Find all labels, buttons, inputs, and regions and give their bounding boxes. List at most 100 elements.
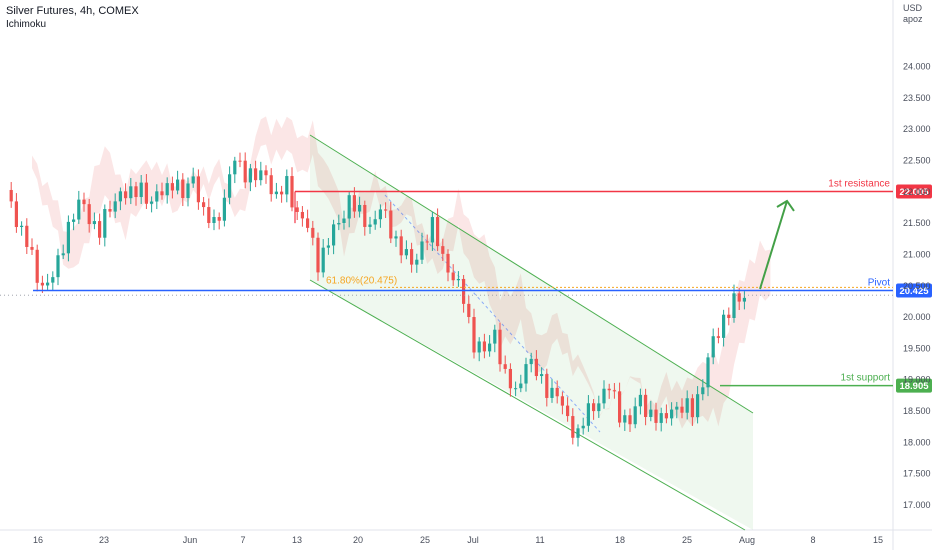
candle-body	[378, 209, 382, 220]
candle-body	[20, 225, 24, 228]
candle-body	[9, 189, 13, 202]
candle-body	[446, 253, 450, 273]
y-tick-label: 17.000	[903, 500, 931, 510]
candle-body	[607, 388, 611, 391]
candle-body	[254, 168, 258, 181]
candle-body	[352, 195, 356, 212]
candle-body	[358, 204, 362, 212]
candle-body	[394, 236, 398, 239]
y-tick-label: 18.500	[903, 406, 931, 416]
candle-body	[581, 425, 585, 429]
support-tag	[896, 378, 932, 393]
candle-body	[404, 249, 408, 256]
candle-body	[529, 358, 533, 365]
candle-body	[420, 241, 424, 260]
y-tick-label: 22.500	[903, 156, 931, 166]
candle-body	[14, 201, 18, 228]
candle-body	[186, 183, 190, 199]
y-tick-label: 19.000	[903, 375, 931, 385]
y-tick-label: 21.500	[903, 218, 931, 228]
candle-body	[488, 343, 492, 352]
candle-body	[212, 217, 216, 223]
candle-body	[436, 217, 440, 247]
candle-body	[300, 211, 304, 219]
candle-body	[207, 207, 211, 223]
pivot-tag	[896, 283, 932, 298]
candle-body	[98, 221, 102, 238]
y-tick-label: 21.000	[903, 249, 931, 259]
candle-body	[722, 314, 726, 338]
candle-body	[737, 293, 741, 302]
candle-body	[103, 209, 107, 238]
candle-body	[222, 197, 226, 221]
candle-body	[373, 219, 377, 225]
y-tick-label: 23.000	[903, 124, 931, 134]
candle-body	[576, 428, 580, 438]
candle-body	[415, 259, 419, 265]
candle-body	[124, 191, 128, 199]
candle-body	[545, 374, 549, 398]
candle-body	[285, 176, 289, 195]
y-tick-label: 20.000	[903, 312, 931, 322]
candle-body	[363, 204, 367, 227]
candle-body	[696, 394, 700, 418]
candle-body	[150, 201, 154, 204]
y-tick-label: 18.000	[903, 437, 931, 447]
candle-body	[706, 357, 710, 388]
candle-body	[654, 409, 658, 423]
candle-body	[108, 209, 112, 212]
x-tick-label: 20	[353, 535, 363, 545]
candle-body	[384, 209, 388, 211]
candle-body	[550, 387, 554, 398]
candle-body	[716, 336, 720, 338]
candle-body	[425, 241, 429, 243]
y-tick-label: 19.500	[903, 343, 931, 353]
support-label: 1st support	[841, 373, 891, 384]
x-tick-label: 18	[615, 535, 625, 545]
candle-body	[472, 317, 476, 353]
candle-body	[238, 160, 242, 162]
candle-body	[144, 182, 148, 204]
candle-body	[670, 409, 674, 419]
candle-body	[727, 314, 731, 319]
candle-body	[290, 176, 294, 208]
candle-body	[311, 227, 315, 238]
x-tick-label: 11	[535, 535, 544, 545]
candle-body	[72, 219, 76, 222]
candle-body	[269, 175, 273, 195]
candle-body	[701, 387, 705, 395]
candle-body	[519, 383, 523, 389]
candle-body	[40, 282, 44, 286]
candle-body	[118, 191, 122, 202]
indicator-label[interactable]: Ichimoku	[6, 19, 47, 30]
candle-body	[316, 237, 320, 273]
candle-body	[633, 406, 637, 425]
candle-body	[30, 246, 34, 250]
candle-body	[649, 409, 653, 418]
projection-arrow-shaft	[759, 200, 788, 290]
candle-body	[248, 168, 252, 183]
candle-body	[612, 390, 616, 392]
channel-upper	[309, 134, 754, 414]
candle-body	[540, 374, 544, 377]
candle-body	[659, 413, 663, 423]
x-tick-label: 15	[873, 535, 883, 545]
candle-body	[46, 282, 50, 286]
candle-body	[508, 368, 512, 389]
candle-body	[524, 364, 528, 384]
y-tick-label: 20.500	[903, 281, 931, 291]
candle-body	[332, 224, 336, 246]
y-tick-label: 22.000	[903, 187, 931, 197]
x-tick-label: 16	[33, 535, 43, 545]
pivot-tag-value: 20.425	[899, 286, 929, 297]
candle-body	[87, 204, 91, 225]
candle-body	[664, 413, 668, 419]
candle-body	[196, 176, 200, 203]
candle-body	[368, 224, 372, 227]
candle-body	[555, 387, 559, 397]
candle-body	[306, 218, 310, 228]
x-tick-label: Jul	[467, 535, 479, 545]
candle-body	[295, 207, 299, 212]
candle-body	[566, 405, 570, 417]
